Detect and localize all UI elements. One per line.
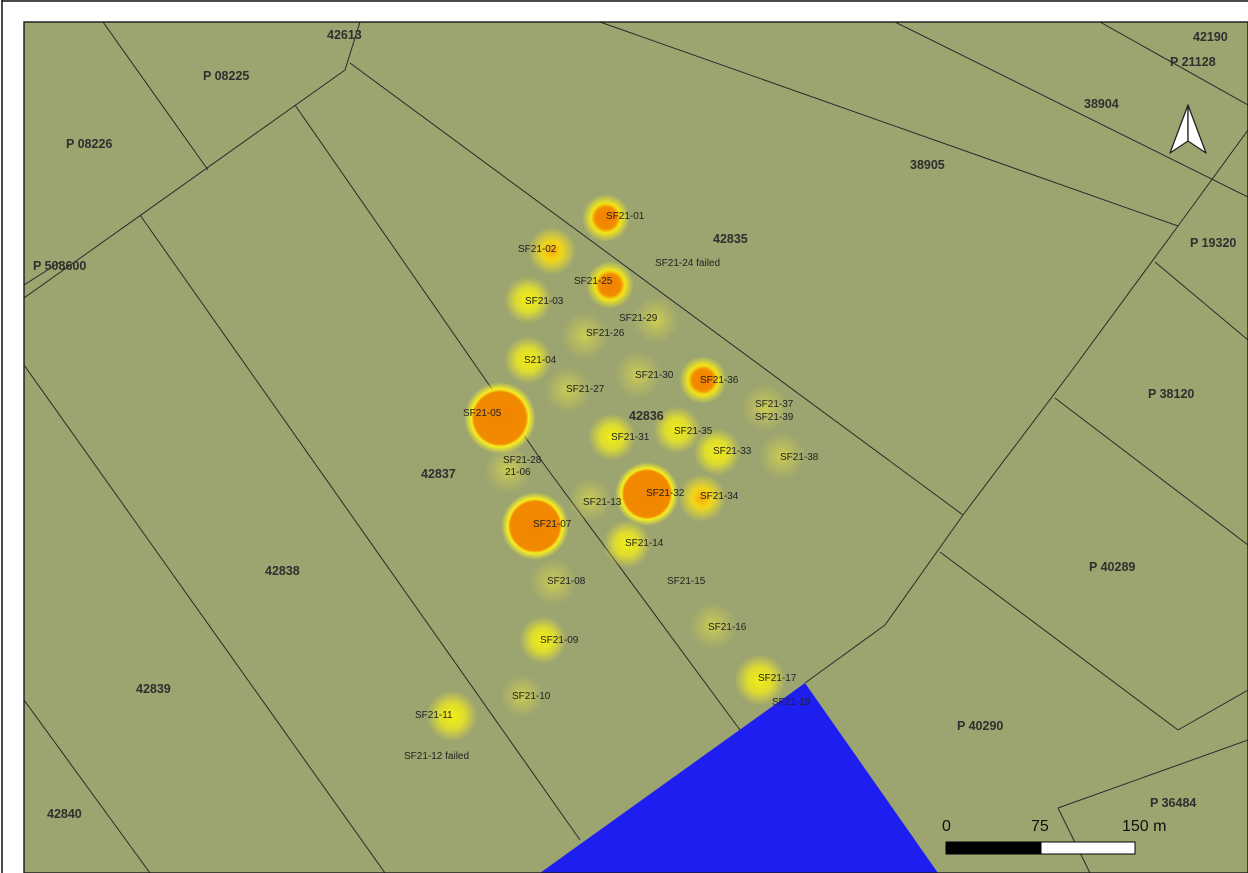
heat-sf21-17	[734, 654, 786, 706]
parcel-boundaries	[24, 22, 1248, 873]
heat-sf21-36	[679, 356, 727, 404]
parcel-label-40290: P 40290	[957, 719, 1003, 733]
parcel-label-42190: 42190	[1193, 30, 1228, 44]
sample-label[interactable]: SF21-09	[540, 635, 579, 646]
heat-sf21-32	[615, 462, 679, 526]
scale-bar-white-segment	[1040, 841, 1136, 855]
sample-label[interactable]: SF21-01	[606, 211, 645, 222]
sample-label[interactable]: SF21-30	[635, 370, 674, 381]
sample-label[interactable]: SF21-03	[525, 296, 564, 307]
parcel-label-40289: P 40289	[1089, 560, 1135, 574]
heat-sf21-34	[678, 474, 726, 522]
parcel-label-19320: P 19320	[1190, 236, 1236, 250]
heat-sf21-07	[501, 492, 569, 560]
scale-label-75: 75	[1031, 818, 1049, 835]
sample-label[interactable]: 21-06	[505, 467, 531, 478]
sample-label[interactable]: SF21-35	[674, 426, 713, 437]
map-border	[23, 21, 1248, 873]
parcel-label-42613: 42613	[327, 28, 362, 42]
heat-layer	[426, 194, 806, 742]
parcel-labels: 42613 42190 P 21128 P 08225 38904 P 0822…	[33, 28, 1236, 821]
heat-sf21-16	[689, 602, 737, 650]
sample-label[interactable]: SF21-08	[547, 576, 586, 587]
sample-label[interactable]: SF21-29	[619, 313, 658, 324]
parcel-label-508600: P 508600	[33, 259, 86, 273]
scale-label-0: 0	[942, 818, 951, 835]
sample-label[interactable]: S21-04	[524, 355, 557, 366]
sample-label[interactable]: SF21-16	[708, 622, 747, 633]
parcel-label-08226: P 08226	[66, 137, 112, 151]
sample-label[interactable]: SF21-15	[667, 576, 706, 587]
heat-sf21-37	[741, 384, 789, 432]
heat-sf21-30	[614, 351, 662, 399]
heat-sf21-01	[582, 194, 630, 242]
parcel-label-21128: P 21128	[1170, 55, 1216, 69]
parcel-label-42838: 42838	[265, 564, 300, 578]
parcel-label-42840: 42840	[47, 807, 82, 821]
parcel-label-08225: P 08225	[203, 69, 249, 83]
heat-sf21-33	[693, 428, 741, 476]
sample-label[interactable]: SF21-39	[755, 412, 794, 423]
parcel-label-38905: 38905	[910, 158, 945, 172]
heat-sf21-38	[758, 432, 806, 480]
parcel-label-38120: P 38120	[1148, 387, 1194, 401]
heat-sf21-28	[484, 446, 532, 494]
scale-bar-black-segment	[945, 841, 1042, 855]
parcel-label-42837: 42837	[421, 467, 456, 481]
heat-sf21-13	[568, 478, 612, 522]
sample-label[interactable]: SF21-38	[780, 452, 819, 463]
heat-sf21-03	[504, 276, 552, 324]
sample-label[interactable]: SF21-10	[512, 691, 551, 702]
sample-label[interactable]: SF21-32	[646, 488, 685, 499]
north-arrow-icon	[1169, 104, 1207, 154]
parcel-label-36484: P 36484	[1150, 796, 1196, 810]
heat-sf21-29	[632, 296, 680, 344]
heat-sf21-31	[588, 413, 636, 461]
heat-sf21-14	[603, 520, 651, 568]
sample-label[interactable]: SF21-26	[586, 328, 625, 339]
sample-labels: SF21-01 SF21-02 SF21-24 failed SF21-25 S…	[404, 211, 819, 762]
parcel-label-42835: 42835	[713, 232, 748, 246]
sample-label[interactable]: SF21-07	[533, 519, 572, 530]
heat-s21-04	[504, 336, 552, 384]
heat-sf21-10	[500, 674, 544, 718]
sample-label[interactable]: SF21-11	[415, 710, 453, 721]
heat-sf21-09	[519, 616, 567, 664]
sample-label[interactable]: SF21-14	[625, 538, 664, 549]
heat-sf21-11	[426, 690, 478, 742]
sample-label[interactable]: SF21-33	[713, 446, 752, 457]
water-area	[540, 683, 938, 873]
sample-label[interactable]: SF21-25	[574, 276, 613, 287]
scale-bar: 0 75 150 m	[942, 818, 1166, 855]
sample-label[interactable]: SF21-18	[772, 697, 811, 708]
parcel-label-42839: 42839	[136, 682, 171, 696]
sample-label[interactable]: SF21-02	[518, 244, 557, 255]
parcel-label-42836: 42836	[629, 409, 664, 423]
heat-sf21-25	[586, 261, 634, 309]
parcel-label-38904: 38904	[1084, 97, 1119, 111]
sample-label[interactable]: SF21-24 failed	[655, 258, 720, 269]
heat-sf21-02	[528, 227, 576, 275]
sample-label[interactable]: SF21-13	[583, 497, 622, 508]
sample-label[interactable]: SF21-17	[758, 673, 797, 684]
sample-label[interactable]: SF21-31	[611, 432, 650, 443]
sample-label[interactable]: SF21-05	[463, 408, 502, 419]
heat-sf21-27	[544, 366, 592, 414]
sample-label[interactable]: SF21-37	[755, 399, 794, 410]
heat-sf21-08	[529, 558, 577, 606]
sample-label[interactable]: SF21-28	[503, 455, 542, 466]
heat-sf21-05	[464, 382, 536, 454]
scale-label-150: 150 m	[1122, 818, 1166, 835]
heat-sf21-35	[653, 406, 701, 454]
heat-sf21-26	[561, 312, 609, 360]
sample-label[interactable]: SF21-12 failed	[404, 751, 469, 762]
sample-label[interactable]: SF21-36	[700, 375, 739, 386]
map-background	[24, 22, 1248, 873]
sample-label[interactable]: SF21-27	[566, 384, 605, 395]
sample-label[interactable]: SF21-34	[700, 491, 739, 502]
